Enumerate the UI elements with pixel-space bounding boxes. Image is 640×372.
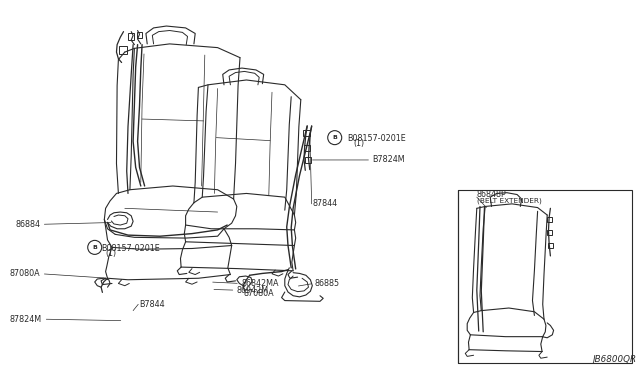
Text: (1): (1) xyxy=(106,249,116,258)
Bar xyxy=(458,190,632,363)
Bar xyxy=(128,33,134,40)
Text: 86842MA: 86842MA xyxy=(241,279,279,288)
Text: 87080A: 87080A xyxy=(243,289,274,298)
Bar xyxy=(119,46,127,54)
Text: JB6800QR: JB6800QR xyxy=(593,355,637,364)
Bar xyxy=(137,32,142,38)
Bar xyxy=(548,243,553,248)
Text: B7844: B7844 xyxy=(140,300,165,309)
Text: 86884: 86884 xyxy=(15,220,40,229)
Text: (1): (1) xyxy=(353,139,364,148)
Text: 86848P: 86848P xyxy=(477,190,506,199)
Bar xyxy=(303,130,310,136)
Text: (BELT EXTENDER): (BELT EXTENDER) xyxy=(477,197,541,204)
Text: 87844: 87844 xyxy=(312,199,337,208)
Text: B7824M: B7824M xyxy=(372,155,405,164)
Bar xyxy=(305,157,311,163)
Bar xyxy=(304,145,310,151)
Text: B08157-0201E: B08157-0201E xyxy=(348,134,406,143)
Text: B: B xyxy=(92,245,97,250)
Bar xyxy=(547,230,552,235)
Text: B: B xyxy=(332,135,337,140)
Text: 87080A: 87080A xyxy=(10,269,40,278)
Text: 87824M: 87824M xyxy=(10,315,42,324)
Text: 86942M: 86942M xyxy=(237,286,269,295)
Text: B08157-0201E: B08157-0201E xyxy=(101,244,160,253)
Text: 86885: 86885 xyxy=(315,279,340,288)
Bar xyxy=(547,217,552,222)
